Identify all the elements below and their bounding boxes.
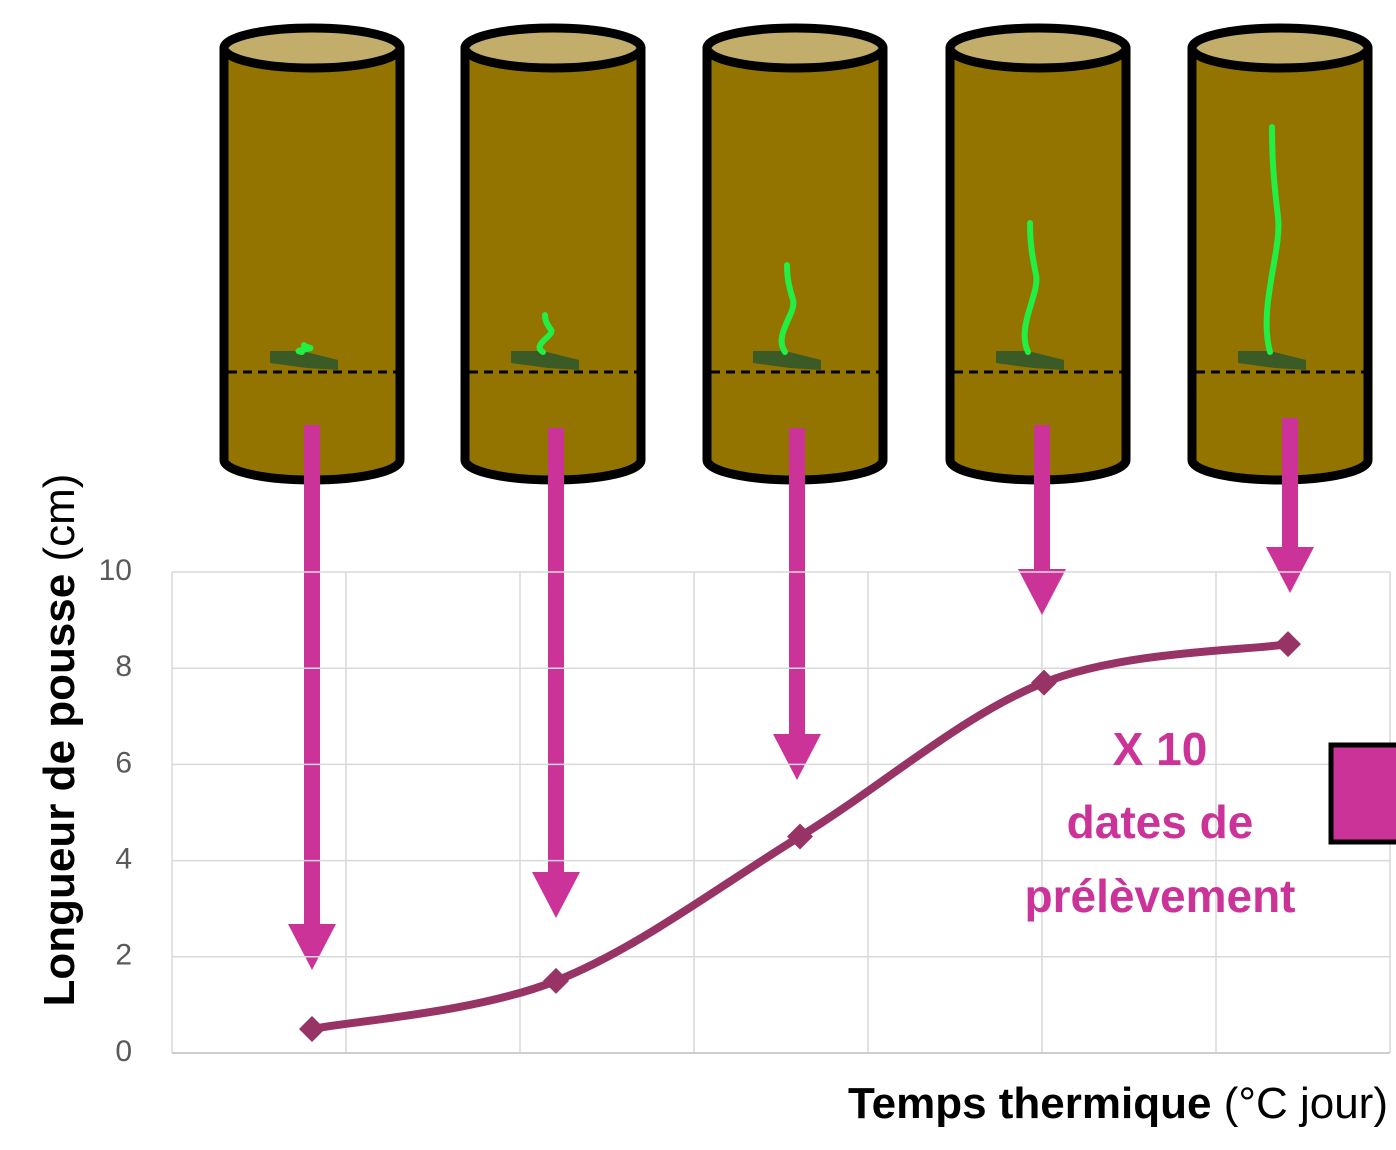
cylinder-top xyxy=(465,28,641,68)
y-tick-label: 4 xyxy=(115,843,132,876)
cylinder-body xyxy=(224,48,400,480)
y-axis-title: Longueur de pousse (cm) xyxy=(35,474,84,1007)
cylinder-body xyxy=(1192,48,1368,480)
y-tick-label: 0 xyxy=(115,1035,132,1068)
cylinder-body xyxy=(465,48,641,480)
x-axis-title-unit: (°C jour) xyxy=(1224,1079,1388,1128)
y-axis-title-unit: (cm) xyxy=(35,474,84,562)
y-axis-title-bold: Longueur de pousse xyxy=(35,574,84,1007)
annotation: dates de xyxy=(1067,796,1254,848)
marker xyxy=(299,1016,325,1042)
annotation: X 10 xyxy=(1113,723,1208,775)
chart: 0 2 4 6 8 10 Longueur de pousse (cm) Temps th… xyxy=(0,0,1396,1150)
x-axis-title-bold: Temps thermique xyxy=(848,1079,1211,1128)
page: 0 2 4 6 8 10 Longueur de pousse (cm) Temps th… xyxy=(0,0,1396,1150)
cylinder-top xyxy=(1192,28,1368,68)
arrow-head xyxy=(532,872,580,918)
arrow-head xyxy=(1018,569,1066,615)
arrow-head xyxy=(773,734,821,780)
marker xyxy=(543,968,569,994)
cylinder-body xyxy=(707,48,883,480)
cylinder-top xyxy=(707,28,883,68)
arrow-head xyxy=(1266,547,1314,593)
y-tick-label: 8 xyxy=(115,650,132,683)
marker xyxy=(1031,670,1057,696)
x-axis-title: Temps thermique (°C jour) xyxy=(848,1079,1388,1128)
annotation: prélèvement xyxy=(1024,870,1295,922)
y-tick-label: 6 xyxy=(115,746,132,779)
cylinder-top xyxy=(224,28,400,68)
y-tick-label: 10 xyxy=(99,554,132,587)
marker xyxy=(1275,631,1301,657)
cylinder-top xyxy=(950,28,1126,68)
y-tick-label: 2 xyxy=(115,939,132,972)
cylinder-body xyxy=(950,48,1126,480)
arrow-head xyxy=(288,924,336,970)
legend-box xyxy=(1331,745,1396,842)
